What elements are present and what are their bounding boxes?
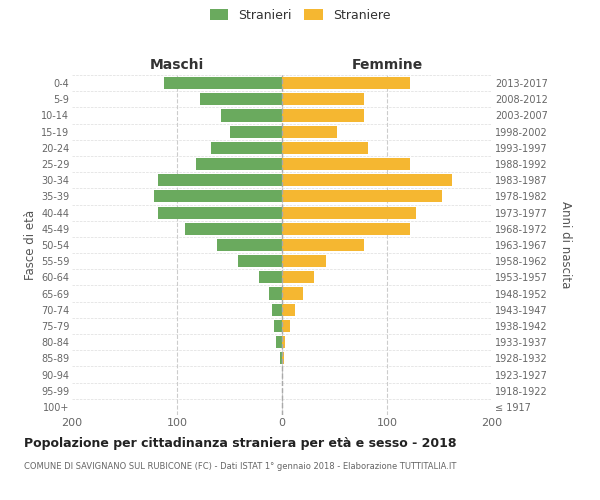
Bar xyxy=(196,158,282,170)
Bar xyxy=(282,174,452,186)
Bar xyxy=(276,336,282,348)
Bar xyxy=(282,352,284,364)
Bar xyxy=(282,206,416,218)
Bar xyxy=(282,320,290,332)
Bar xyxy=(282,126,337,138)
Legend: Stranieri, Straniere: Stranieri, Straniere xyxy=(207,6,393,24)
Bar xyxy=(259,272,282,283)
Text: Popolazione per cittadinanza straniera per età e sesso - 2018: Popolazione per cittadinanza straniera p… xyxy=(24,438,457,450)
Bar xyxy=(282,158,410,170)
Bar xyxy=(158,206,282,218)
Bar xyxy=(282,272,314,283)
Bar xyxy=(154,190,282,202)
Bar xyxy=(282,239,364,251)
Bar xyxy=(282,142,368,154)
Bar xyxy=(200,93,282,106)
Bar xyxy=(221,110,282,122)
Bar xyxy=(282,222,410,235)
Y-axis label: Anni di nascita: Anni di nascita xyxy=(559,202,572,288)
Bar xyxy=(282,288,303,300)
Bar xyxy=(217,239,282,251)
Bar xyxy=(185,222,282,235)
Bar xyxy=(269,288,282,300)
Bar xyxy=(238,255,282,268)
Bar xyxy=(211,142,282,154)
Bar xyxy=(274,320,282,332)
Bar xyxy=(282,336,285,348)
Bar xyxy=(271,304,282,316)
Text: COMUNE DI SAVIGNANO SUL RUBICONE (FC) - Dati ISTAT 1° gennaio 2018 - Elaborazion: COMUNE DI SAVIGNANO SUL RUBICONE (FC) - … xyxy=(24,462,457,471)
Bar xyxy=(282,93,364,106)
Text: Maschi: Maschi xyxy=(150,58,204,72)
Bar xyxy=(282,190,442,202)
Bar xyxy=(229,126,282,138)
Bar xyxy=(282,255,326,268)
Bar xyxy=(282,110,364,122)
Bar xyxy=(282,77,410,89)
Bar xyxy=(280,352,282,364)
Text: Femmine: Femmine xyxy=(352,58,422,72)
Bar xyxy=(282,304,295,316)
Bar xyxy=(164,77,282,89)
Bar xyxy=(158,174,282,186)
Y-axis label: Fasce di età: Fasce di età xyxy=(23,210,37,280)
